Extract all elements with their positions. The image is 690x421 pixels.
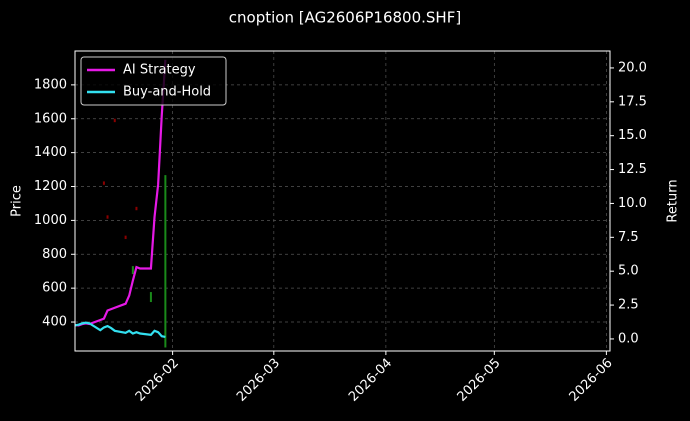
legend: AI Strategy Buy-and-Hold (80, 56, 227, 106)
y2-tick-label: 15.0 (618, 128, 647, 143)
y2-tick-label: 2.5 (618, 298, 639, 313)
y-tick-label: 1800 (34, 77, 67, 92)
y2-tick-label: 5.0 (618, 264, 639, 279)
y2-tick-label: 20.0 (618, 60, 647, 75)
legend-box (80, 56, 227, 106)
y2-tick-label: 12.5 (618, 162, 647, 177)
y-tick-label: 600 (42, 281, 67, 296)
y-axis-label: Price (10, 185, 25, 217)
y-tick-label: 800 (42, 247, 67, 262)
y2-tick-label: 17.5 (618, 94, 647, 109)
y-tick-label: 1400 (34, 145, 67, 160)
y2-axis-label: Return (666, 179, 681, 222)
y-tick-label: 1600 (34, 111, 67, 126)
y-tick-label: 1200 (34, 179, 67, 194)
chart-title: cnoption [AG2606P16800.SHF] (229, 9, 461, 27)
plot-frame (74, 50, 611, 352)
y-tick-label: 400 (42, 315, 67, 330)
legend-label: AI Strategy (123, 63, 196, 78)
y2-tick-label: 10.0 (618, 196, 647, 211)
y-tick-label: 1000 (34, 213, 67, 228)
series-line (74, 321, 166, 338)
y2-tick-label: 0.0 (618, 331, 639, 346)
y2-tick-label: 7.5 (618, 230, 639, 245)
legend-label: Buy-and-Hold (123, 85, 211, 100)
